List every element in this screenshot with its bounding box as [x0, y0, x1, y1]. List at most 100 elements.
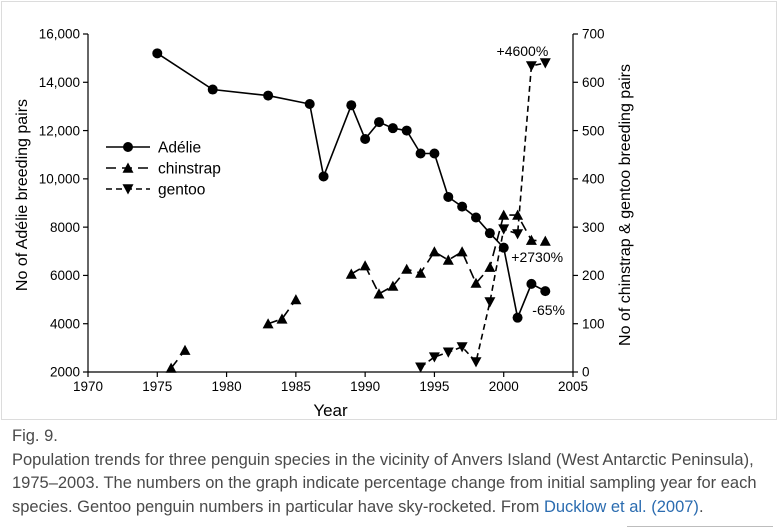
- data-point-chinstrap: [373, 288, 385, 299]
- y-tick-left-label: 16,000: [39, 27, 80, 42]
- data-point-gentoo: [512, 229, 524, 240]
- data-point-adelie: [457, 201, 468, 212]
- annotation-adelie: -65%: [532, 302, 565, 318]
- data-point-adelie: [387, 123, 398, 134]
- data-point-chinstrap: [415, 267, 427, 278]
- figure-caption: Fig. 9. Population trends for three peng…: [12, 425, 757, 520]
- series-line-gentoo: [420, 62, 546, 368]
- y-tick-left-label: 4000: [50, 316, 80, 331]
- data-point-gentoo: [498, 224, 510, 235]
- x-tick-label: 1985: [281, 379, 311, 394]
- data-point-chinstrap: [345, 268, 357, 279]
- data-point-gentoo: [415, 362, 427, 373]
- series-line-chinstrap: [267, 299, 297, 325]
- figure-frame: [1, 1, 777, 420]
- y-tick-left-label: 2000: [50, 365, 80, 380]
- x-tick-label: 2000: [489, 379, 519, 394]
- x-tick-label: 1995: [419, 379, 449, 394]
- y-tick-right-label: 200: [582, 268, 605, 283]
- y-axis-right-title: No of chinstrap & gentoo breeding pairs: [617, 64, 634, 346]
- data-point-adelie: [207, 84, 218, 95]
- data-point-adelie: [360, 134, 371, 145]
- x-tick-label: 2005: [558, 379, 588, 394]
- y-tick-left-label: 8000: [50, 220, 80, 235]
- data-point-chinstrap: [428, 246, 440, 257]
- legend: Adélie chinstrap gentoo: [106, 139, 221, 198]
- data-point-gentoo: [484, 297, 496, 308]
- data-point-chinstrap: [359, 260, 371, 271]
- data-point-adelie: [498, 242, 509, 253]
- data-point-chinstrap: [179, 344, 191, 355]
- data-point-adelie: [318, 171, 329, 182]
- data-point-chinstrap: [512, 209, 524, 220]
- legend-label-chinstrap: chinstrap: [158, 160, 221, 177]
- data-point-chinstrap: [470, 277, 482, 288]
- data-point-gentoo: [539, 58, 551, 69]
- data-point-adelie: [263, 90, 274, 101]
- reference-link[interactable]: Ducklow et al. (2007): [543, 498, 699, 517]
- legend-label-adelie: Adélie: [158, 139, 201, 156]
- data-point-gentoo: [525, 61, 537, 72]
- y-tick-left-label: 12,000: [39, 123, 80, 138]
- x-tick-label: 1970: [73, 379, 103, 394]
- series-line-chinstrap: [350, 214, 546, 295]
- data-point-adelie: [471, 212, 481, 223]
- y-tick-left-label: 6000: [50, 268, 80, 283]
- x-tick-label: 1990: [350, 379, 380, 394]
- caption-line: species. Gentoo penguin numbers in parti…: [12, 496, 757, 520]
- axes: 1970 1975 1980 1985 1990 1995 2000 200520004000…: [39, 27, 605, 394]
- data-point-adelie: [443, 191, 454, 202]
- plot-area: [152, 48, 551, 373]
- data-point-chinstrap: [498, 209, 510, 220]
- data-point-chinstrap: [262, 318, 274, 329]
- data-point-chinstrap: [387, 280, 399, 291]
- y-tick-left-label: 14,000: [39, 75, 80, 90]
- annotation-chinstrap: +2730%: [511, 249, 563, 265]
- data-point-adelie: [401, 125, 412, 136]
- y-tick-right-label: 500: [582, 123, 605, 138]
- data-point-adelie: [304, 99, 315, 110]
- data-point-chinstrap: [525, 234, 537, 245]
- caption-line: Population trends for three penguin spec…: [12, 450, 754, 469]
- data-point-chinstrap: [456, 246, 468, 257]
- data-point-adelie: [415, 148, 426, 159]
- legend-marker-adelie: [123, 142, 133, 152]
- caption-period: .: [698, 498, 704, 517]
- penguin-population-chart: No of Adélie breeding pairs No of chinst…: [14, 27, 634, 420]
- data-point-adelie: [429, 148, 440, 159]
- y-axis-left-title: No of Adélie breeding pairs: [14, 99, 31, 291]
- x-tick-label: 1980: [212, 379, 242, 394]
- data-point-adelie: [484, 228, 495, 239]
- legend-marker-chinstrap: [122, 162, 134, 173]
- data-point-chinstrap: [276, 313, 288, 324]
- data-point-adelie: [152, 48, 163, 59]
- y-tick-right-label: 300: [582, 220, 605, 235]
- y-tick-right-label: 700: [582, 27, 605, 42]
- data-point-adelie: [374, 117, 384, 128]
- data-point-adelie: [526, 278, 537, 289]
- y-tick-right-label: 400: [582, 172, 605, 187]
- caption-text: species. Gentoo penguin numbers in parti…: [12, 498, 544, 517]
- divider: [627, 526, 773, 527]
- data-point-chinstrap: [484, 261, 496, 272]
- x-axis-title: Year: [313, 401, 348, 420]
- data-point-adelie: [346, 100, 357, 111]
- data-point-adelie: [540, 286, 551, 297]
- data-point-chinstrap: [401, 263, 413, 274]
- data-point-chinstrap: [290, 294, 302, 305]
- y-tick-right-label: 600: [582, 75, 605, 90]
- annotation-gentoo: +4600%: [497, 43, 549, 59]
- y-tick-right-label: 100: [582, 316, 605, 331]
- figure-label: Fig. 9.: [12, 427, 58, 445]
- y-tick-left-label: 10,000: [39, 172, 80, 187]
- data-point-gentoo: [456, 342, 468, 353]
- data-point-gentoo: [442, 347, 454, 358]
- data-point-chinstrap: [539, 235, 551, 246]
- caption-line: 1975–2003. The numbers on the graph indi…: [12, 474, 757, 493]
- legend-label-gentoo: gentoo: [158, 181, 205, 198]
- data-point-adelie: [512, 312, 523, 323]
- data-point-chinstrap: [165, 362, 177, 373]
- data-point-gentoo: [470, 357, 482, 368]
- y-tick-right-label: 0: [582, 365, 590, 380]
- data-point-chinstrap: [442, 254, 454, 265]
